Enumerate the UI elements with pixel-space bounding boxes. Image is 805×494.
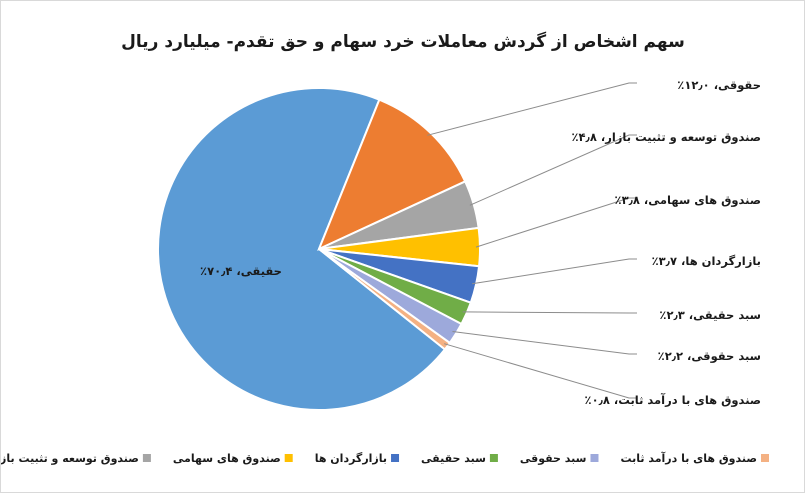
legend-swatch-7 <box>590 454 599 462</box>
chart-title: سهم اشخاص از گردش معاملات خرد سهام و حق … <box>121 31 685 52</box>
data-label-5: بازارگردان ها، ۳٫۷٪ <box>652 254 761 268</box>
legend-label-8: صندوق های با درآمد ثابت <box>620 451 757 465</box>
leader-line-7 <box>452 331 637 355</box>
data-label-8: صندوق های با درآمد ثابت، ۰٫۸٪ <box>585 393 761 408</box>
leader-line-6 <box>462 311 637 314</box>
legend-swatch-8 <box>761 454 769 462</box>
legend-item-7: سبد حقوقی <box>520 452 599 465</box>
legend-item-6: سبد حقیقی <box>421 452 498 465</box>
legend-item-8: صندوق های با درآمد ثابت <box>620 451 769 465</box>
data-label-6: سبد حقیقی، ۲٫۳٪ <box>659 308 761 322</box>
data-label-7: سبد حقوقی، ۲٫۲٪ <box>658 349 761 364</box>
legend-item-3: صندوق توسعه و تثبیت بازار <box>1 452 151 465</box>
legend-label-5: بازارگردان ها <box>315 452 387 465</box>
legend: صندوق های با درآمد ثابت سبد حقوقی سبد حقیق… <box>1 451 769 465</box>
data-label-3: صندوق توسعه و تثبیت بازار، ۴٫۸٪ <box>572 130 762 145</box>
data-label-1: حقیقی، ۷۰٫۴٪ <box>200 264 282 278</box>
legend-swatch-3 <box>142 454 151 462</box>
data-label-4: صندوق های سهامی، ۳٫۸٪ <box>615 193 761 208</box>
leader-line-4 <box>475 197 637 248</box>
legend-label-4: صندوق های سهامی <box>173 452 281 465</box>
legend-swatch-6 <box>489 454 498 462</box>
leader-line-5 <box>472 258 637 285</box>
legend-swatch-5 <box>391 454 400 462</box>
leader-line-2 <box>427 82 637 136</box>
pie-slice-2 <box>317 98 467 251</box>
legend-label-6: سبد حقیقی <box>421 452 486 465</box>
legend-label-7: سبد حقوقی <box>520 452 587 465</box>
leader-line-3 <box>469 134 637 206</box>
legend-label-3: صندوق توسعه و تثبیت بازار <box>1 452 139 465</box>
leader-line-8 <box>444 343 637 399</box>
legend-item-4: صندوق های سهامی <box>173 452 293 465</box>
data-label-2: حقوقی، ۱۲٫۰٪ <box>677 78 761 93</box>
leader-lines <box>427 82 637 399</box>
pie-slices <box>157 87 481 411</box>
pie-slice-1 <box>157 87 447 411</box>
data-labels: حقیقی، ۷۰٫۴٪ حقوقی، ۱۲٫۰٪ صندوق توسعه و تث… <box>200 78 761 408</box>
legend-item-5: بازارگردان ها <box>315 452 400 465</box>
pie-slice-8 <box>318 248 452 351</box>
legend-swatch-4 <box>284 454 293 462</box>
